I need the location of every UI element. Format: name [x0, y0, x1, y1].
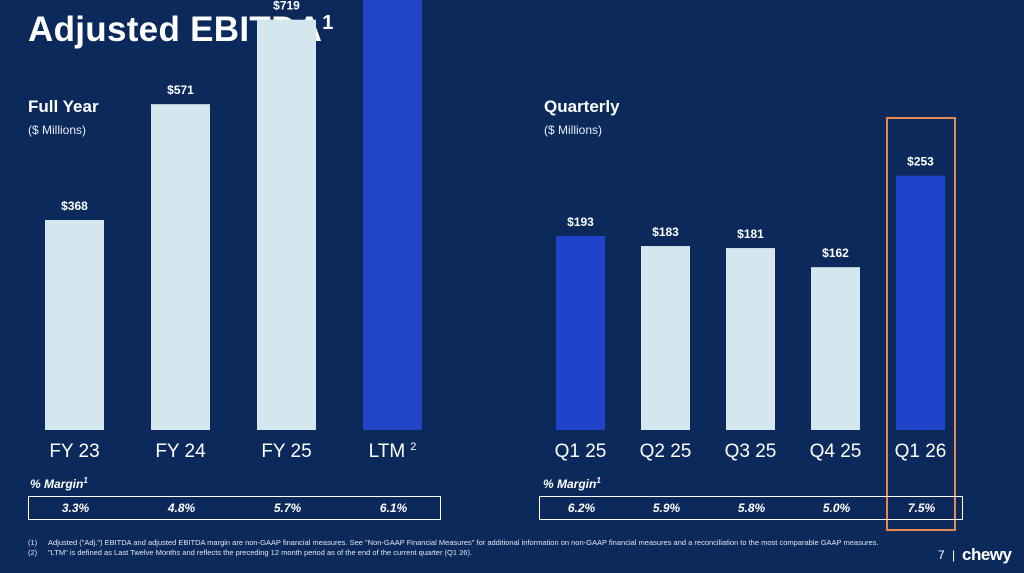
quarterly-unit: ($ Millions)	[544, 123, 603, 137]
fy-bar-1	[151, 104, 210, 431]
fy-bar-2	[257, 19, 316, 431]
q-margin-3: 5.0%	[822, 501, 851, 515]
fy-value-label-1: $571	[167, 83, 194, 97]
quarterly-margin-label: % Margin1	[543, 476, 601, 491]
q-category-label-3: Q4 25	[810, 441, 862, 462]
footer-separator: |	[952, 548, 956, 562]
fy-bar-0	[45, 220, 104, 430]
fy-category-label-3: LTM 2	[369, 441, 417, 462]
q-value-label-4: $253	[907, 155, 934, 169]
footnote-2: (2) "LTM" is defined as Last Twelve Mont…	[28, 548, 473, 557]
q-category-label-4: Q1 26	[895, 441, 947, 462]
chewy-logo: chewy	[962, 545, 1012, 564]
q1-26-highlight-box	[886, 117, 956, 531]
full-year-margin-row: 3.3% 4.8% 5.7% 6.1%	[28, 496, 441, 520]
footnotes: (1) Adjusted ("Adj.") EBITDA and adjuste…	[28, 538, 879, 558]
q-value-label-3: $162	[822, 246, 849, 260]
q-bar-2	[726, 248, 775, 430]
q-bar-0	[556, 236, 605, 430]
q-margin-0: 6.2%	[567, 501, 596, 515]
quarterly-title: Quarterly	[544, 97, 620, 116]
fy-bar-3	[363, 0, 422, 431]
full-year-unit: ($ Millions)	[28, 123, 87, 137]
quarterly-margin-row: 6.2% 5.9% 5.8% 5.0% 7.5%	[539, 496, 963, 520]
q-margin-1: 5.9%	[652, 501, 681, 515]
fy-value-label-2: $719	[273, 0, 300, 13]
q-bar-1	[641, 246, 690, 430]
q-category-label-1: Q2 25	[640, 441, 692, 462]
q-margin-4: 7.5%	[907, 501, 936, 515]
fy-margin-2: 5.7%	[273, 501, 302, 515]
fy-margin-3: 6.1%	[379, 501, 408, 515]
q-bar-3	[811, 267, 860, 430]
fy-margin-1: 4.8%	[167, 501, 196, 515]
footnote-1: (1) Adjusted ("Adj.") EBITDA and adjuste…	[28, 538, 879, 547]
page-number: 7	[938, 548, 945, 562]
q-value-label-2: $181	[737, 227, 764, 241]
q-category-label-0: Q1 25	[555, 441, 607, 462]
fy-category-label-0: FY 23	[49, 441, 99, 462]
q-margin-2: 5.8%	[737, 501, 766, 515]
fy-category-label-1: FY 24	[155, 441, 206, 462]
q-value-label-0: $193	[567, 215, 594, 229]
full-year-title: Full Year	[28, 97, 99, 116]
fy-margin-0: 3.3%	[61, 501, 90, 515]
q-value-label-1: $183	[652, 225, 679, 239]
fy-category-label-2: FY 25	[261, 441, 311, 462]
q-bar-4	[896, 175, 945, 430]
full-year-margin-label: % Margin1	[30, 476, 88, 491]
q-category-label-2: Q3 25	[725, 441, 777, 462]
fy-value-label-0: $368	[61, 199, 88, 213]
